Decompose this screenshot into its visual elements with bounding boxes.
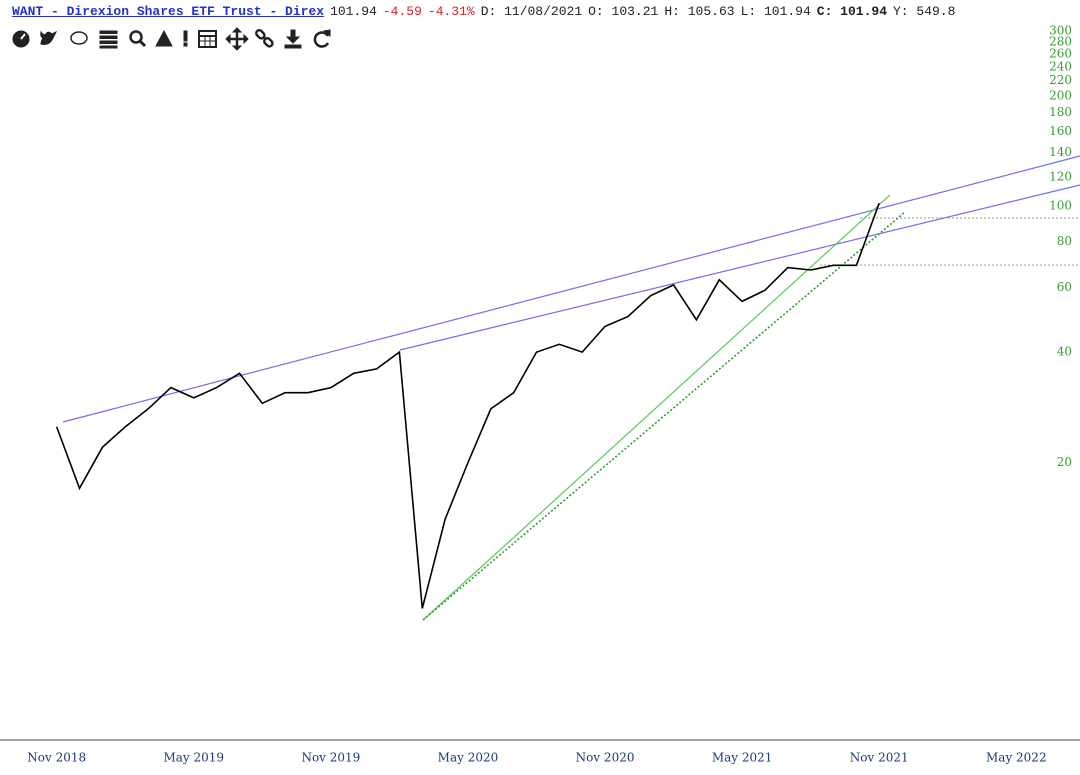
y-tick-label: 160 bbox=[1049, 124, 1072, 138]
x-tick-label: Nov 2021 bbox=[850, 751, 909, 765]
x-tick-label: May 2022 bbox=[986, 751, 1047, 765]
trend-line bbox=[399, 184, 1080, 351]
tool-gauge[interactable] bbox=[12, 30, 30, 48]
trend-line bbox=[422, 211, 906, 621]
tool-move[interactable] bbox=[225, 27, 249, 51]
date: D: 11/08/2021 bbox=[480, 4, 583, 19]
open: O: 103.21 bbox=[588, 4, 659, 19]
y-tick-label: 60 bbox=[1057, 280, 1072, 294]
x-tick-label: May 2021 bbox=[712, 751, 773, 765]
tool-link[interactable] bbox=[255, 29, 274, 48]
x-tick-label: Nov 2018 bbox=[27, 751, 86, 765]
quote-header: WANT - Direxion Shares ETF Trust - Direx… bbox=[12, 4, 961, 19]
last-price: 101.94 bbox=[330, 4, 377, 19]
close: C: 101.94 bbox=[816, 4, 887, 19]
tool-twitter[interactable] bbox=[40, 30, 58, 45]
tool-triangle[interactable] bbox=[155, 29, 173, 47]
tool-search[interactable] bbox=[129, 30, 147, 48]
toolbar bbox=[12, 27, 331, 51]
y-tick-label: 20 bbox=[1057, 455, 1072, 469]
change: -4.59 bbox=[382, 4, 422, 19]
tool-exclaim[interactable] bbox=[183, 30, 188, 47]
y-tick-label: 240 bbox=[1049, 59, 1072, 73]
tool-comment[interactable] bbox=[70, 31, 88, 45]
y-tick-label: 260 bbox=[1049, 47, 1072, 61]
y-tick-label: 200 bbox=[1049, 88, 1072, 102]
high: H: 105.63 bbox=[664, 4, 735, 19]
low: L: 101.94 bbox=[740, 4, 811, 19]
trend-line bbox=[62, 155, 1080, 423]
tool-download[interactable] bbox=[284, 29, 302, 49]
x-tick-label: May 2020 bbox=[438, 751, 499, 765]
x-tick-label: Nov 2019 bbox=[301, 751, 360, 765]
y-tick-label: 300 bbox=[1049, 24, 1072, 38]
tool-refresh[interactable] bbox=[313, 29, 331, 48]
change-pct: -4.31% bbox=[427, 4, 475, 19]
y-tick-label: 120 bbox=[1049, 170, 1072, 184]
y-tick-label: 40 bbox=[1057, 345, 1072, 359]
tool-calendar[interactable] bbox=[198, 30, 217, 48]
tool-list[interactable] bbox=[99, 30, 118, 49]
y-tick-label: 180 bbox=[1049, 105, 1072, 119]
price-line bbox=[55, 202, 880, 609]
trend-line bbox=[422, 194, 891, 621]
y-tick-label: 280 bbox=[1049, 35, 1072, 49]
y-tick-label: 100 bbox=[1049, 199, 1072, 213]
extra: Y: 549.8 bbox=[893, 4, 956, 19]
x-tick-label: Nov 2020 bbox=[576, 751, 635, 765]
x-tick-label: May 2019 bbox=[163, 751, 224, 765]
y-tick-label: 80 bbox=[1057, 234, 1072, 248]
y-tick-label: 140 bbox=[1049, 145, 1072, 159]
y-tick-label: 220 bbox=[1049, 73, 1072, 87]
symbol-link[interactable]: WANT - Direxion Shares ETF Trust - Direx bbox=[12, 4, 325, 19]
